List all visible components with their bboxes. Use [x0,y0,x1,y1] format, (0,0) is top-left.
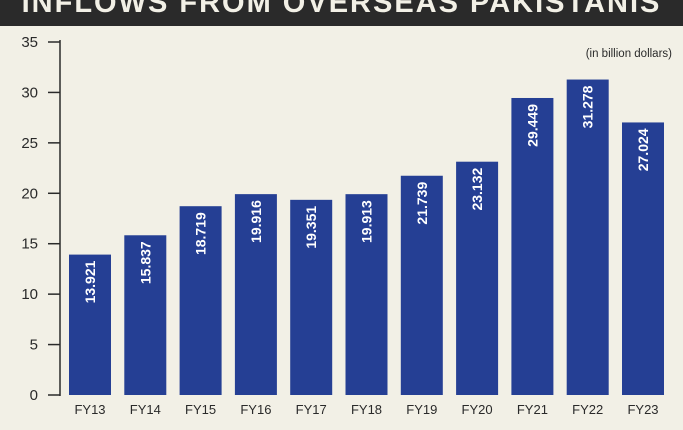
x-tick-label-FY14: FY14 [130,402,161,417]
unit-note: (in billion dollars) [586,48,672,60]
bar-chart: 0 5 10 15 20 25 30 35 (in billion dollars) 13.921… [21,34,672,417]
value-label-FY18: 19.913 [359,200,375,243]
value-label-FY23: 27.024 [635,128,651,171]
x-tick-label-FY23: FY23 [627,402,658,417]
x-tick-label-FY13: FY13 [74,402,105,417]
value-label-FY13: 13.921 [82,260,98,303]
title-banner: INFLOWS FROM OVERSEAS PAKISTANIS [0,0,683,26]
value-label-FY20: 23.132 [469,167,485,210]
y-tick-label-35: 35 [21,34,38,51]
x-tick-label-FY19: FY19 [406,402,437,417]
value-label-FY17: 19.351 [303,206,319,249]
value-label-FY14: 15.837 [137,241,153,284]
bar-FY15 [179,206,222,395]
value-label-FY16: 19.916 [248,200,264,243]
y-tick-label-30: 30 [21,84,38,101]
bar-FY17 [290,199,333,395]
y-tick-label-15: 15 [21,236,38,253]
value-label-FY22: 31.278 [580,85,596,128]
bar-FY19 [400,175,443,395]
value-label-FY19: 21.739 [414,182,430,225]
bar-FY21 [511,97,554,395]
bar-FY20 [456,161,499,395]
x-tick-label-FY21: FY21 [517,402,548,417]
bar-FY22 [566,79,609,395]
value-label-FY15: 18.719 [193,212,209,255]
x-tick-label-FY16: FY16 [240,402,271,417]
y-tick-label-20: 20 [21,185,38,202]
x-tick-label-FY15: FY15 [185,402,216,417]
chart-title: INFLOWS FROM OVERSEAS PAKISTANIS [21,0,662,19]
bar-FY14 [124,235,167,395]
y-tick-label-5: 5 [30,337,38,354]
x-tick-label-FY20: FY20 [462,402,493,417]
chart-area: 0 5 10 15 20 25 30 35 (in billion dollars) 13.921… [0,26,683,430]
x-tick-label-FY17: FY17 [296,402,327,417]
y-tick-label-10: 10 [21,286,38,303]
x-tick-label-FY18: FY18 [351,402,382,417]
y-tick-label-25: 25 [21,135,38,152]
bar-FY18 [345,194,388,395]
value-label-FY21: 29.449 [524,104,540,147]
y-tick-label-0: 0 [30,387,38,404]
bar-FY13 [69,254,111,395]
bar-FY16 [234,194,277,395]
x-tick-label-FY22: FY22 [572,402,603,417]
bar-FY23 [622,122,664,395]
